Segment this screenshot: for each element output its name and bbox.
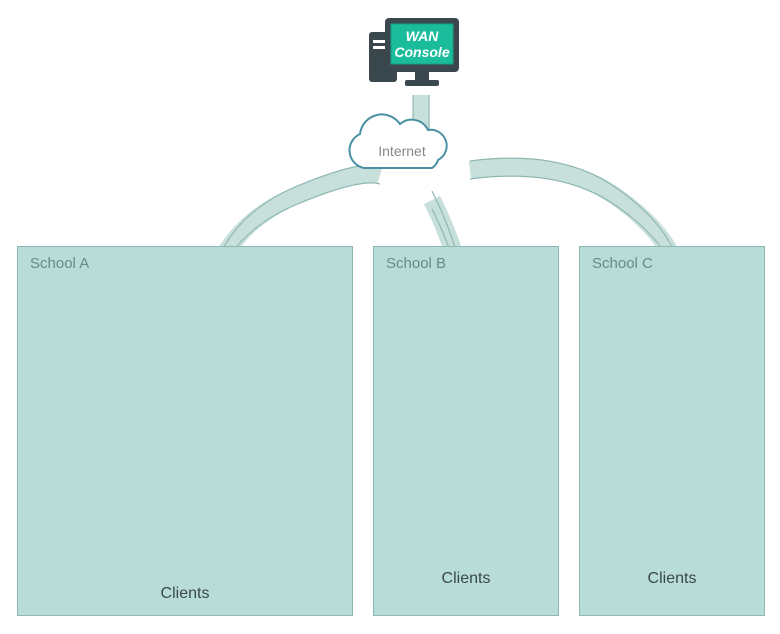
- clients-label: Clients: [579, 570, 765, 588]
- school-box-c: School C: [579, 246, 765, 616]
- clients-label: Clients: [373, 570, 559, 588]
- school-header: School C: [580, 247, 764, 280]
- school-box-b: School B: [373, 246, 559, 616]
- clients-label: Clients: [17, 585, 353, 603]
- school-box-a: School A: [17, 246, 353, 616]
- school-header: School A: [18, 247, 352, 280]
- school-header: School B: [374, 247, 558, 280]
